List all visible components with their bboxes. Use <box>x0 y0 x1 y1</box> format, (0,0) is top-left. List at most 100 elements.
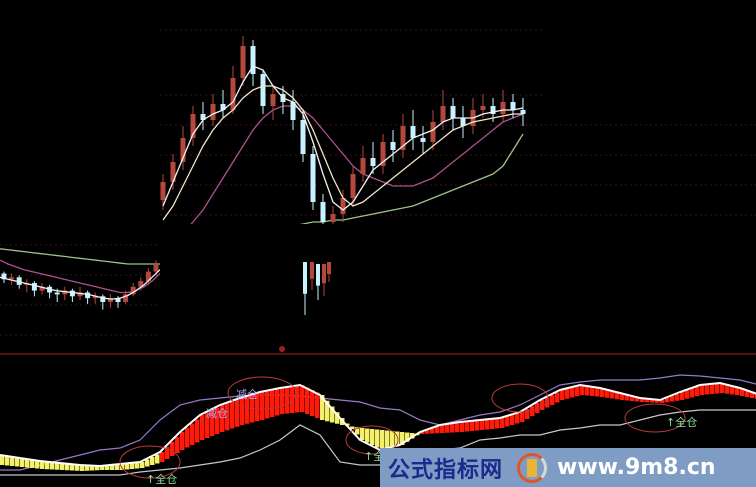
price-candle-body <box>230 78 236 110</box>
indicator-bar <box>395 431 400 447</box>
indicator-bar <box>480 420 485 430</box>
indicator-bar <box>635 396 640 402</box>
price-candle-body <box>180 138 186 162</box>
indicator-bar <box>220 405 225 432</box>
indicator-bar <box>30 459 35 468</box>
indicator-bar <box>80 465 85 471</box>
mask-block <box>0 0 160 226</box>
indicator-bar <box>160 452 165 462</box>
price-candle-body <box>450 106 456 118</box>
indicator-bar <box>510 415 515 425</box>
indicator-bar <box>735 386 740 396</box>
indicator-bar <box>205 412 210 438</box>
price-candle-body <box>520 110 526 114</box>
indicator-bar <box>645 398 650 403</box>
indicator-bar <box>40 461 45 469</box>
price-candle-body <box>490 106 496 114</box>
indicator-bar <box>5 455 10 466</box>
price-candle-body <box>380 142 386 166</box>
indicator-bar <box>275 389 280 416</box>
price-candle-body <box>430 122 436 142</box>
indicator-bar <box>540 400 545 410</box>
indicator-bar <box>185 427 190 448</box>
earlier-ma-longest-line <box>0 248 160 265</box>
indicator-bar <box>130 463 135 469</box>
indicator-bar <box>515 413 520 424</box>
indicator-bar <box>350 426 355 429</box>
earlier-candle-body <box>16 277 22 285</box>
indicator-bar <box>165 447 170 459</box>
earlier-candle-body <box>9 277 15 280</box>
indicator-bar <box>375 429 380 448</box>
site-logo-icon <box>517 452 548 483</box>
earlier-candle-body <box>39 286 45 291</box>
indicator-bar <box>490 419 495 429</box>
indicator-bar <box>270 390 275 417</box>
indicator-bar <box>285 387 290 414</box>
earlier-candle-body <box>107 298 113 302</box>
indicator-bar <box>495 418 500 429</box>
indicator-bar <box>305 387 310 414</box>
indicator-bar <box>25 458 30 468</box>
annotation-full-position-3: ↑全仓 <box>666 416 698 429</box>
indicator-bar <box>505 416 510 427</box>
indicator-bar <box>245 396 250 424</box>
indicator-bar <box>45 461 50 470</box>
separator-marker <box>279 346 285 352</box>
price-candle-body <box>270 94 276 106</box>
indicator-bar <box>750 391 755 398</box>
indicator-bar <box>105 465 110 470</box>
price-candle-body <box>400 126 406 150</box>
earlier-candle-body <box>1 273 7 280</box>
indicator-bar <box>310 390 315 416</box>
annotation-cut-position-2: 减仓 <box>206 407 228 420</box>
indicator-bar <box>675 394 680 401</box>
indicator-bar <box>450 423 455 433</box>
earlier-candle-body <box>123 294 129 302</box>
isolated-candle-body <box>316 264 320 286</box>
indicator-bar <box>355 427 360 435</box>
indicator-bar <box>545 397 550 408</box>
indicator-bar <box>440 425 445 433</box>
price-candle-body <box>460 118 466 126</box>
indicator-bar <box>695 386 700 397</box>
ma-long-line <box>162 105 524 251</box>
ma-mid-line <box>162 85 523 221</box>
indicator-bar <box>75 464 80 471</box>
indicator-bar <box>360 428 365 440</box>
indicator-bar <box>180 432 185 450</box>
price-candle-body <box>190 114 196 138</box>
indicator-bar <box>260 392 265 420</box>
indicator-bar <box>120 464 125 470</box>
indicator-bar <box>330 406 335 423</box>
price-candle-body <box>340 198 346 214</box>
isolated-candle-body <box>322 264 326 284</box>
price-candle-body <box>420 138 426 142</box>
indicator-bar <box>475 420 480 431</box>
indicator-bar <box>445 424 450 433</box>
ma-short-line <box>162 65 524 211</box>
indicator-bar <box>690 388 695 398</box>
indicator-bar <box>400 432 405 445</box>
earlier-ma-short-line <box>0 269 161 300</box>
upper-band-line <box>0 374 756 471</box>
price-candles <box>160 36 526 230</box>
indicator-bar <box>10 456 15 466</box>
indicator-bar <box>20 458 25 467</box>
indicator-bar <box>460 422 465 432</box>
price-candle-body <box>210 104 216 120</box>
indicator-bar <box>555 392 560 403</box>
price-candle-body <box>330 214 336 222</box>
indicator-bar <box>655 399 660 403</box>
indicator-bar <box>0 455 5 465</box>
indicator-bar <box>65 463 70 471</box>
price-candle-body <box>360 158 366 174</box>
price-candle-body <box>160 182 166 200</box>
isolated-candle-body <box>310 262 314 279</box>
indicator-bar <box>225 403 230 431</box>
indicator-bar <box>385 430 390 449</box>
price-candle-body <box>510 102 516 110</box>
indicator-bar <box>365 428 370 443</box>
indicator-bar <box>195 419 200 443</box>
